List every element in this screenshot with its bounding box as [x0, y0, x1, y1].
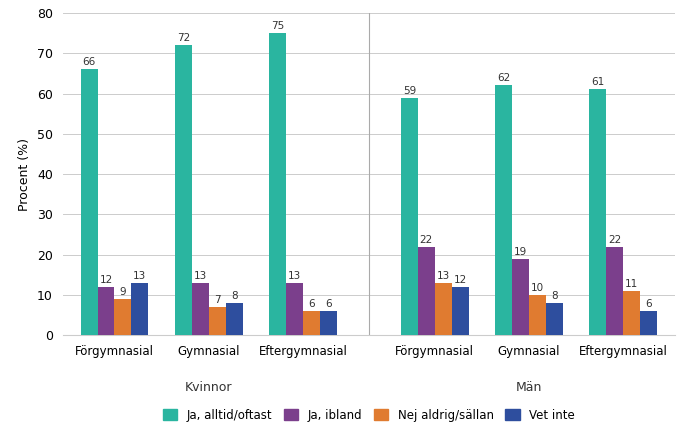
- Bar: [97, 287, 114, 335]
- Text: 6: 6: [645, 299, 652, 309]
- Text: 59: 59: [403, 86, 416, 95]
- Legend: Ja, alltid/oftast, Ja, ibland, Nej aldrig/sällan, Vet inte: Ja, alltid/oftast, Ja, ibland, Nej aldri…: [158, 404, 580, 426]
- Text: 8: 8: [551, 291, 557, 301]
- Bar: [640, 311, 657, 335]
- Text: 66: 66: [82, 57, 95, 68]
- Text: 13: 13: [193, 271, 207, 281]
- Bar: [114, 299, 132, 335]
- Text: 22: 22: [420, 235, 433, 245]
- Bar: [175, 45, 191, 335]
- Text: 6: 6: [325, 299, 332, 309]
- Text: 13: 13: [436, 271, 450, 281]
- Bar: [226, 303, 243, 335]
- Text: 75: 75: [271, 21, 284, 31]
- Bar: [606, 247, 624, 335]
- Bar: [624, 291, 640, 335]
- Bar: [418, 247, 435, 335]
- Bar: [452, 287, 469, 335]
- Text: 12: 12: [454, 275, 467, 285]
- Bar: [209, 307, 226, 335]
- Text: Män: Män: [516, 381, 542, 393]
- Bar: [529, 295, 546, 335]
- Y-axis label: Procent (%): Procent (%): [18, 138, 31, 211]
- Bar: [81, 69, 97, 335]
- Text: 6: 6: [308, 299, 315, 309]
- Text: 8: 8: [231, 291, 237, 301]
- Bar: [435, 283, 452, 335]
- Bar: [590, 89, 606, 335]
- Bar: [132, 283, 148, 335]
- Text: 19: 19: [514, 247, 527, 257]
- Bar: [191, 283, 209, 335]
- Text: 13: 13: [133, 271, 147, 281]
- Text: 9: 9: [120, 287, 126, 297]
- Bar: [546, 303, 563, 335]
- Text: 10: 10: [531, 283, 544, 293]
- Text: 7: 7: [214, 295, 221, 305]
- Text: 72: 72: [177, 33, 190, 43]
- Bar: [303, 311, 320, 335]
- Text: 62: 62: [497, 74, 510, 83]
- Bar: [512, 259, 529, 335]
- Text: 11: 11: [625, 279, 638, 289]
- Text: 13: 13: [288, 271, 301, 281]
- Text: 12: 12: [100, 275, 113, 285]
- Text: Kvinnor: Kvinnor: [185, 381, 232, 393]
- Text: 61: 61: [591, 77, 605, 87]
- Bar: [269, 33, 286, 335]
- Bar: [401, 98, 418, 335]
- Bar: [286, 283, 303, 335]
- Bar: [320, 311, 337, 335]
- Text: 22: 22: [608, 235, 622, 245]
- Bar: [495, 86, 512, 335]
